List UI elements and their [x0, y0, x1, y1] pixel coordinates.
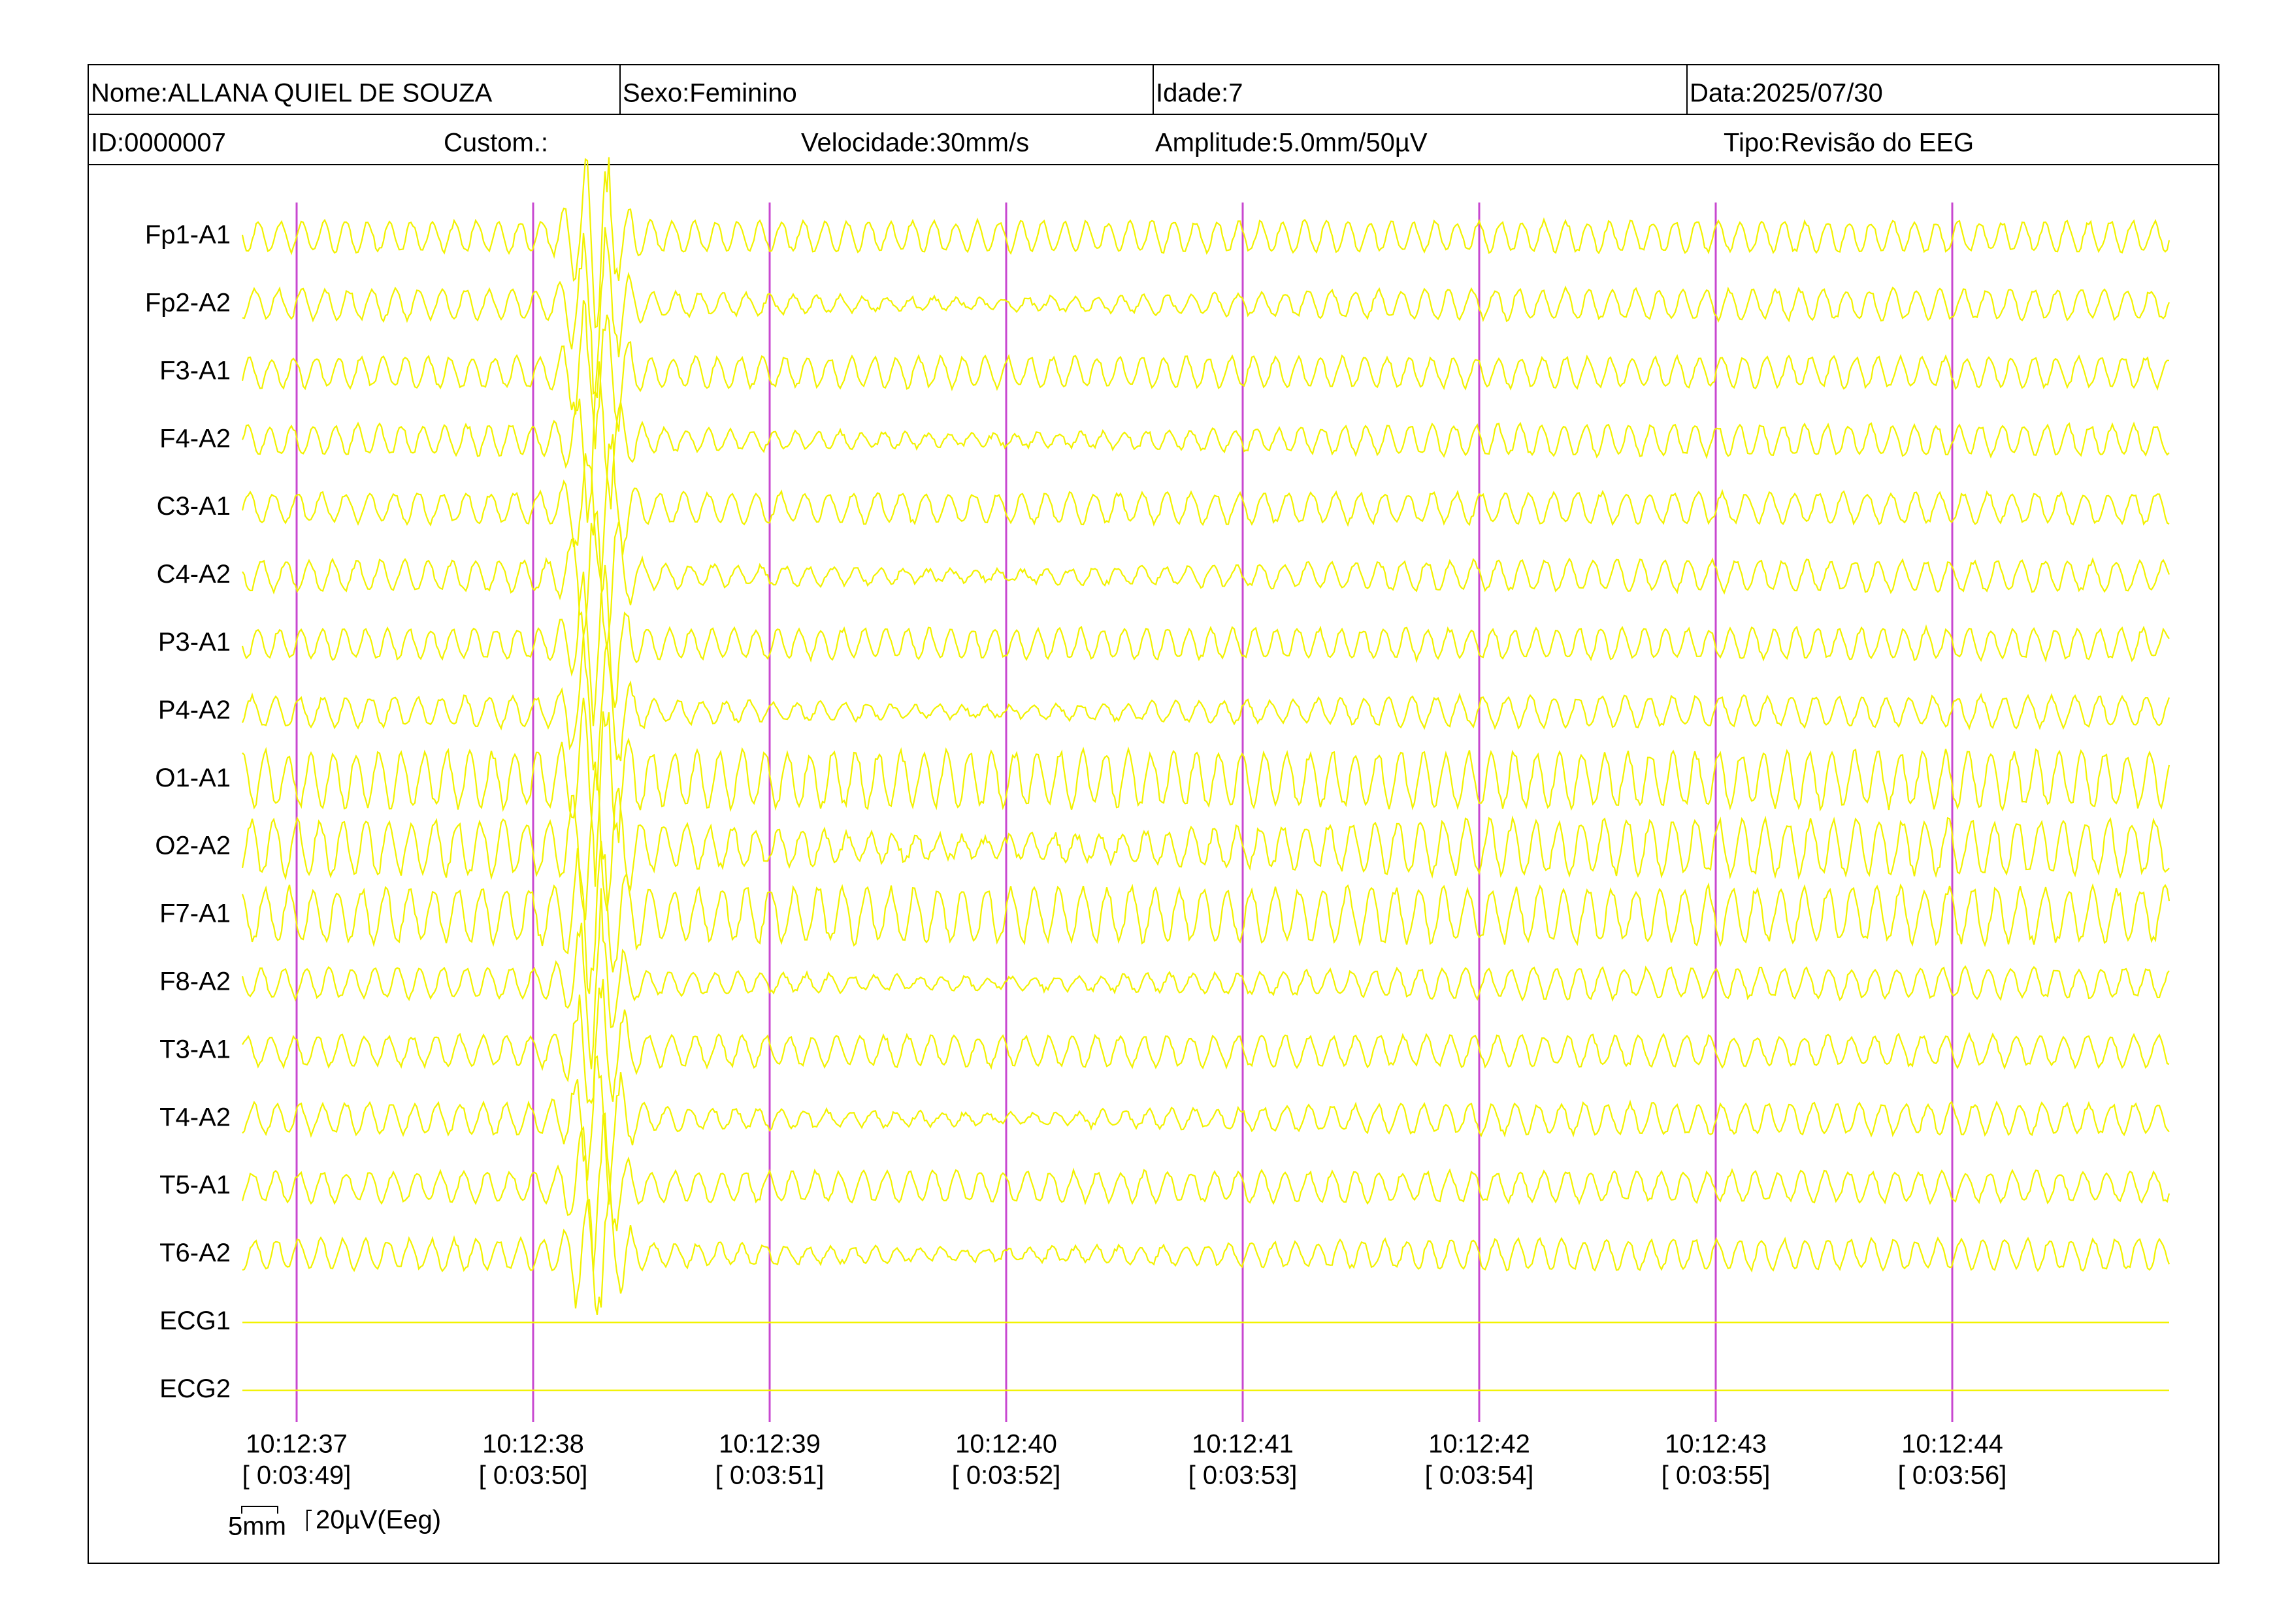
- elapsed-label: [ 0:03:54]: [1425, 1461, 1534, 1490]
- time-label: 10:12:37: [246, 1430, 348, 1459]
- channel-label: T5-A1: [159, 1171, 231, 1199]
- eeg-trace: [242, 227, 2170, 395]
- elapsed-label: [ 0:03:53]: [1188, 1461, 1298, 1490]
- eeg-trace: [241, 434, 2170, 583]
- eeg-trace: [241, 634, 2170, 791]
- header-field: Tipo:Revisão do EEG: [1724, 129, 1974, 157]
- eeg-trace: [242, 697, 2170, 887]
- channel-label: T3-A1: [159, 1035, 231, 1064]
- channel-label: O1-A1: [155, 764, 231, 792]
- elapsed-label: [ 0:03:56]: [1898, 1461, 2007, 1490]
- channel-label: Fp2-A2: [145, 288, 231, 317]
- elapsed-label: [ 0:03:52]: [952, 1461, 1061, 1490]
- eeg-trace: [241, 841, 2170, 994]
- eeg-trace: [241, 300, 2170, 449]
- header-field: Amplitude:5.0mm/50µV: [1155, 129, 1428, 157]
- channel-label: C3-A1: [157, 492, 231, 521]
- header-field: Data:2025/07/30: [1690, 79, 1883, 108]
- scale-horizontal: 5mm: [228, 1512, 286, 1541]
- elapsed-label: [ 0:03:50]: [479, 1461, 588, 1490]
- eeg-trace: [242, 1055, 2170, 1205]
- eeg-trace: [241, 361, 2170, 523]
- elapsed-label: [ 0:03:51]: [715, 1461, 825, 1490]
- channel-label: ECG2: [159, 1374, 231, 1403]
- time-label: 10:12:44: [1901, 1430, 2003, 1459]
- elapsed-label: [ 0:03:55]: [1662, 1461, 1771, 1490]
- elapsed-label: [ 0:03:49]: [242, 1461, 352, 1490]
- scale-bar-v: [306, 1510, 312, 1531]
- time-label: 10:12:42: [1428, 1430, 1530, 1459]
- channel-label: C4-A2: [157, 560, 231, 589]
- page-frame: [88, 64, 2219, 1564]
- eeg-trace: [241, 770, 2170, 920]
- channel-label: Fp1-A1: [145, 221, 231, 250]
- scale-bar-h: [241, 1506, 278, 1514]
- channel-label: F3-A1: [159, 356, 231, 385]
- time-label: 10:12:38: [482, 1430, 584, 1459]
- channel-label: T6-A2: [159, 1239, 231, 1267]
- eeg-trace: [241, 888, 2170, 1069]
- time-label: 10:12:41: [1192, 1430, 1294, 1459]
- eeg-trace: [242, 510, 2170, 650]
- header-field: Sexo:Feminino: [623, 79, 797, 108]
- eeg-trace: [241, 1112, 2170, 1272]
- header-field: Custom.:: [444, 129, 548, 157]
- channel-label: F7-A1: [159, 900, 231, 928]
- eeg-trace: [242, 1194, 2170, 1316]
- channel-label: P3-A1: [158, 628, 231, 657]
- eeg-trace: [241, 157, 2170, 329]
- channel-label: T4-A2: [159, 1103, 231, 1131]
- channel-label: O2-A2: [155, 832, 231, 860]
- header-field: Nome:ALLANA QUIEL DE SOUZA: [91, 79, 493, 108]
- channel-label: F4-A2: [159, 424, 231, 453]
- traces: [241, 157, 2170, 1422]
- header-field: Velocidade:30mm/s: [801, 129, 1029, 157]
- time-label: 10:12:39: [719, 1430, 821, 1459]
- eeg-trace: [242, 979, 2170, 1105]
- time-label: 10:12:40: [955, 1430, 1057, 1459]
- scale-vertical: 20µV(Eeg): [316, 1506, 441, 1535]
- eeg-trace: [241, 564, 2170, 726]
- header-field: ID:0000007: [91, 129, 226, 157]
- time-label: 10:12:43: [1665, 1430, 1767, 1459]
- channel-label: P4-A2: [158, 696, 231, 724]
- channel-label: ECG1: [159, 1307, 231, 1335]
- header-field: Idade:7: [1156, 79, 1243, 108]
- channel-label: F8-A2: [159, 967, 231, 996]
